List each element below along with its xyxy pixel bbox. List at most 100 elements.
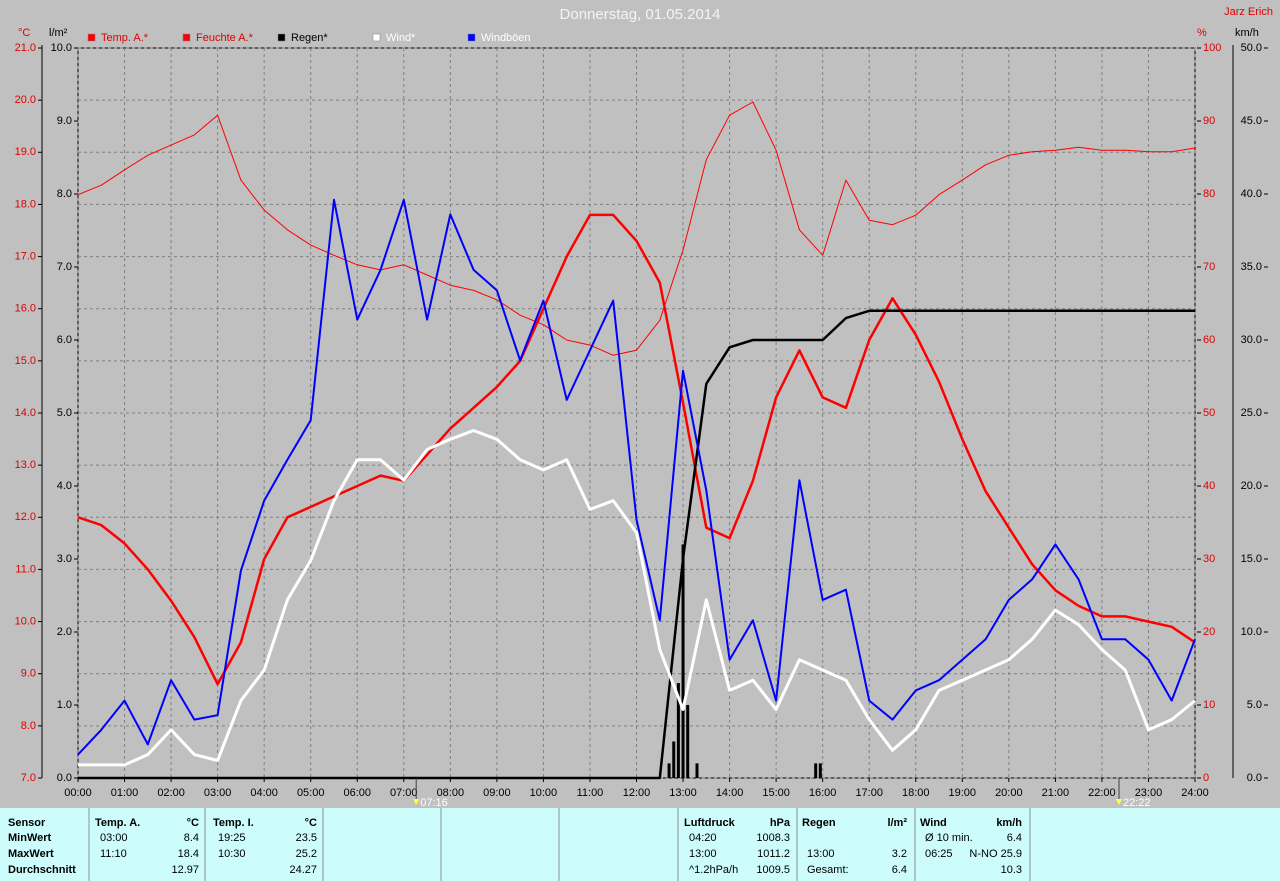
table-cell: Gesamt: — [807, 864, 849, 876]
y-tick-label: 45.0 — [1241, 115, 1262, 127]
table-cell: 19:25 — [218, 832, 246, 844]
rain-bar — [814, 763, 818, 778]
y-tick-label: 8.0 — [57, 188, 72, 200]
y-tick-label: 18.0 — [15, 198, 36, 210]
y-tick-label: 0.0 — [1247, 772, 1262, 784]
x-tick-label: 19:00 — [949, 787, 977, 799]
y-tick-label: 3.0 — [57, 553, 72, 565]
table-cell: N-NO 25.9 — [969, 848, 1022, 860]
y-tick-label: 5.0 — [1247, 699, 1262, 711]
y-tick-label: 20 — [1203, 626, 1215, 638]
stats-panel — [0, 808, 1280, 881]
y-tick-label: 30 — [1203, 553, 1215, 565]
table-cell: Ø 10 min. — [925, 832, 973, 844]
table-cell: 23.5 — [296, 832, 317, 844]
table-unit: l/m² — [887, 817, 907, 829]
table-cell: 03:00 — [100, 832, 128, 844]
y-tick-label: 50.0 — [1241, 42, 1262, 54]
table-cell: 11:10 — [100, 848, 127, 860]
x-tick-label: 12:00 — [623, 787, 651, 799]
x-tick-label: 01:00 — [111, 787, 139, 799]
x-tick-label: 22:00 — [1088, 787, 1116, 799]
x-tick-label: 02:00 — [157, 787, 185, 799]
chart-title: Donnerstag, 01.05.2014 — [560, 6, 721, 23]
y-tick-label: 9.0 — [57, 115, 72, 127]
x-tick-label: 15:00 — [762, 787, 790, 799]
y-tick-label: 17.0 — [15, 250, 36, 262]
axis-unit: l/m² — [49, 27, 68, 39]
rain-bar — [676, 683, 680, 778]
series-line — [77, 101, 1196, 356]
x-tick-label: 17:00 — [855, 787, 883, 799]
x-tick-label: 16:00 — [809, 787, 837, 799]
row-label: MaxWert — [8, 848, 54, 860]
table-unit: °C — [187, 817, 199, 829]
y-tick-label: 40 — [1203, 480, 1215, 492]
table-cell: 1008.3 — [756, 832, 790, 844]
y-tick-label: 7.0 — [21, 772, 36, 784]
y-tick-label: 14.0 — [15, 407, 36, 419]
y-tick-label: 5.0 — [57, 407, 72, 419]
legend-label: Feuchte A.* — [196, 32, 254, 44]
x-tick-label: 24:00 — [1181, 787, 1209, 799]
legend-label: Temp. A.* — [101, 32, 149, 44]
y-tick-label: 10.0 — [1241, 626, 1262, 638]
table-cell: 1011.2 — [757, 848, 790, 860]
x-tick-label: 11:00 — [577, 787, 604, 799]
y-tick-label: 9.0 — [21, 668, 36, 680]
table-cell: 6.4 — [1007, 832, 1022, 844]
y-tick-label: 30.0 — [1241, 334, 1262, 346]
x-tick-label: 05:00 — [297, 787, 325, 799]
y-tick-label: 10.0 — [51, 42, 72, 54]
y-tick-label: 8.0 — [21, 720, 36, 732]
table-cell: 04:20 — [689, 832, 717, 844]
table-header: Temp. A. — [95, 817, 140, 829]
table-cell: 12.97 — [171, 864, 199, 876]
rain-bar — [686, 705, 690, 778]
y-tick-label: 4.0 — [57, 480, 72, 492]
y-tick-label: 10.0 — [15, 615, 36, 627]
annotation-marker — [1115, 799, 1122, 805]
y-tick-label: 0.0 — [57, 772, 72, 784]
y-tick-label: 10 — [1203, 699, 1215, 711]
y-tick-label: 15.0 — [1241, 553, 1262, 565]
table-cell: 25.2 — [296, 848, 317, 860]
legend-swatch — [87, 33, 96, 42]
table-cell: 13:00 — [807, 848, 835, 860]
table-cell: 06:25 — [925, 848, 953, 860]
series-line — [78, 309, 1195, 780]
legend-swatch — [372, 33, 381, 42]
x-tick-label: 09:00 — [483, 787, 511, 799]
y-tick-label: 16.0 — [15, 303, 36, 315]
series-line — [77, 213, 1196, 686]
legend-swatch — [467, 33, 476, 42]
x-tick-label: 23:00 — [1135, 787, 1163, 799]
rain-bar — [695, 763, 699, 778]
row-label: Durchschnitt — [8, 864, 76, 876]
y-tick-label: 19.0 — [15, 146, 36, 158]
table-unit: hPa — [770, 817, 791, 829]
table-cell: ^1.2hPa/h — [689, 864, 738, 876]
y-tick-label: 70 — [1203, 261, 1215, 273]
table-cell: 24.27 — [289, 864, 317, 876]
y-tick-label: 20.0 — [1241, 480, 1262, 492]
table-cell: 8.4 — [184, 832, 199, 844]
table-cell: 10:30 — [218, 848, 246, 860]
y-tick-label: 6.0 — [57, 334, 72, 346]
x-tick-label: 08:00 — [437, 787, 465, 799]
x-tick-label: 14:00 — [716, 787, 744, 799]
x-tick-label: 07:00 — [390, 787, 418, 799]
table-unit: km/h — [996, 817, 1022, 829]
series-line — [78, 429, 1196, 767]
x-tick-label: 21:00 — [1042, 787, 1070, 799]
y-tick-label: 40.0 — [1241, 188, 1262, 200]
annotation-label: 22:22 — [1123, 797, 1151, 809]
annotation-label: 07:16 — [420, 797, 448, 809]
y-tick-label: 60 — [1203, 334, 1215, 346]
legend-label: Windböen — [481, 32, 531, 44]
annotation-marker — [413, 799, 420, 805]
y-tick-label: 100 — [1203, 42, 1221, 54]
table-cell: 10.3 — [1001, 864, 1022, 876]
y-tick-label: 20.0 — [15, 94, 36, 106]
